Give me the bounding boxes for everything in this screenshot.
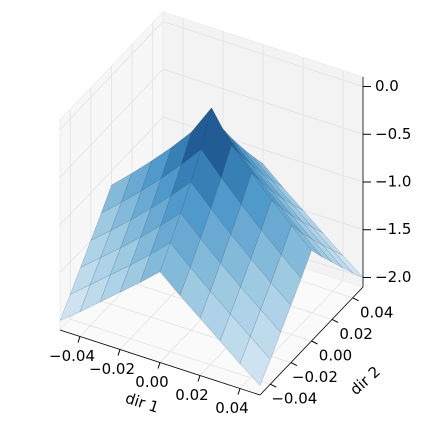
z-tick-label: −0.5: [375, 125, 411, 143]
y-tick-label: 0.00: [319, 347, 352, 365]
grid-line: [59, 116, 164, 226]
y-tick: [311, 340, 318, 345]
x-tick: [197, 375, 201, 382]
x-tick: [237, 388, 241, 395]
y-tick: [290, 362, 298, 367]
x-tick-label: −0.04: [49, 347, 95, 365]
y-tick: [270, 383, 277, 388]
y-tick-label: −0.04: [271, 390, 317, 408]
z-tick-label: −1.5: [375, 220, 411, 238]
x-tick: [157, 362, 161, 369]
x-axis: [59, 329, 261, 396]
surface-patch: [239, 336, 271, 386]
y-axis-label: dir 2: [346, 363, 383, 399]
y-tick-label: 0.04: [360, 303, 393, 321]
grid-line: [59, 21, 164, 130]
y-tick-label: 0.02: [339, 325, 372, 343]
z-tick-label: −2.0: [375, 268, 411, 286]
grid-line: [59, 68, 164, 178]
x-tick-label: 0.00: [135, 373, 168, 391]
x-tick: [77, 336, 81, 343]
surface-patch: [322, 244, 353, 274]
y-tick: [331, 318, 339, 323]
grid-line: [162, 68, 364, 135]
grid-line: [162, 21, 364, 87]
y-axis: [259, 286, 364, 396]
x-tick: [117, 349, 121, 356]
y-tick: [352, 297, 359, 302]
grid-line: [70, 318, 271, 385]
x-tick-label: −0.02: [89, 360, 135, 378]
surface-patch: [291, 225, 322, 257]
z-tick-label: −1.0: [375, 173, 411, 191]
surface-patch: [260, 282, 292, 333]
x-tick-label: 0.02: [175, 386, 208, 404]
x-axis-label: dir 1: [123, 389, 161, 417]
surface-patch: [301, 232, 333, 263]
z-tick-label: 0.0: [375, 77, 399, 95]
surface-patch: [270, 254, 302, 306]
x-tick-label: 0.04: [215, 399, 248, 417]
surface-patch: [311, 239, 343, 268]
y-tick-label: −0.02: [292, 368, 338, 386]
surface-patch: [280, 225, 312, 279]
